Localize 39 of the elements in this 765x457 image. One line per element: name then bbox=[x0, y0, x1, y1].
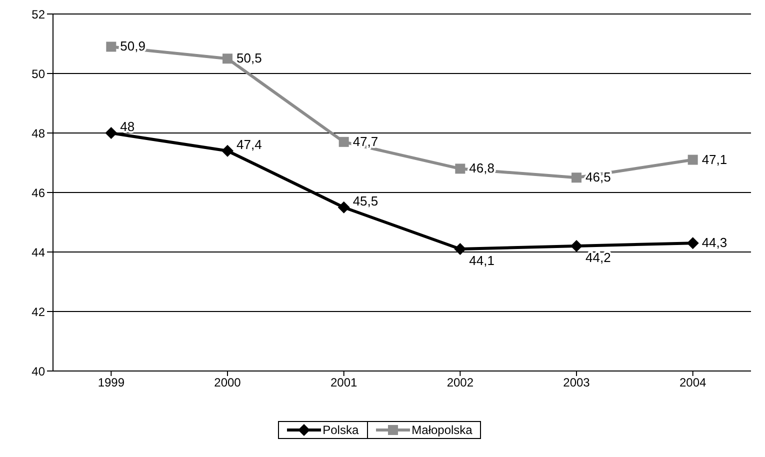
point bbox=[338, 136, 349, 147]
x-tick-label: 2000 bbox=[214, 376, 242, 390]
y-tick-label: 46 bbox=[32, 186, 46, 200]
point bbox=[455, 164, 466, 174]
point bbox=[688, 154, 698, 165]
point bbox=[338, 201, 350, 214]
data-label: 47,7 bbox=[352, 134, 378, 149]
data-label: 46,8 bbox=[469, 160, 494, 176]
y-tick-label: 40 bbox=[32, 364, 46, 378]
x-tick-label: 2004 bbox=[679, 376, 707, 390]
y-tick-label: 42 bbox=[32, 304, 46, 319]
point bbox=[222, 54, 232, 64]
point bbox=[106, 42, 116, 52]
data-label: 47,4 bbox=[236, 136, 262, 152]
data-label: 50,9 bbox=[120, 38, 146, 54]
data-label: 45,5 bbox=[352, 193, 378, 208]
data-label: 46,5 bbox=[586, 170, 611, 185]
y-tick-label: 50 bbox=[32, 66, 46, 81]
x-tick-label: 2003 bbox=[563, 376, 590, 390]
data-label: 44,1 bbox=[469, 253, 494, 268]
data-label: 47,1 bbox=[702, 152, 728, 167]
data-label: 50,5 bbox=[236, 50, 262, 66]
y-tick-label: 48 bbox=[32, 126, 46, 140]
point bbox=[105, 127, 118, 139]
point bbox=[686, 237, 699, 250]
legend-label: Małopolska bbox=[412, 423, 472, 437]
data-label: 48 bbox=[120, 119, 135, 134]
data-label: 44,3 bbox=[702, 235, 728, 250]
point bbox=[572, 172, 582, 183]
x-tick-label: 2002 bbox=[446, 376, 474, 390]
y-tick-label: 52 bbox=[32, 7, 46, 22]
data-label: 44,2 bbox=[586, 250, 611, 266]
x-tick-label: 2001 bbox=[330, 376, 358, 390]
legend-label: Polska bbox=[322, 423, 359, 437]
point bbox=[570, 240, 582, 252]
y-tick-label: 44 bbox=[32, 245, 46, 260]
point bbox=[222, 144, 234, 157]
x-tick-label: 1999 bbox=[98, 376, 125, 390]
point bbox=[454, 243, 466, 256]
